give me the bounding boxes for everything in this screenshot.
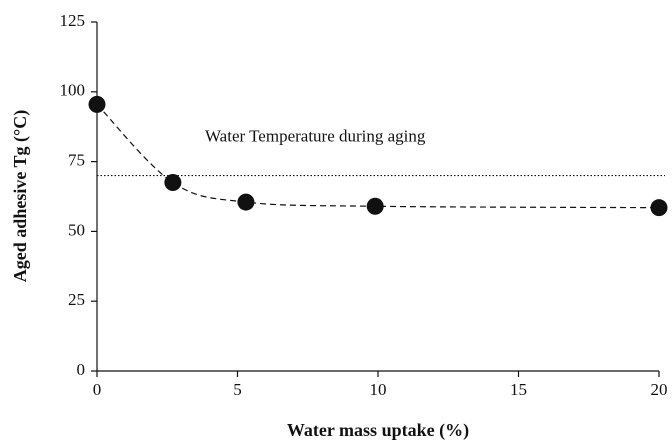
y-tick-label: 50 <box>68 220 85 239</box>
x-tick-label: 10 <box>370 380 387 399</box>
data-point <box>650 199 668 217</box>
data-point <box>237 193 255 211</box>
x-tick-label: 0 <box>93 380 102 399</box>
reference-label: Water Temperature during aging <box>205 126 426 145</box>
trend-line <box>96 103 660 209</box>
x-tick-label: 20 <box>651 380 668 399</box>
y-tick-label: 25 <box>68 290 85 309</box>
data-point <box>164 174 182 192</box>
y-tick-label: 75 <box>68 151 85 170</box>
x-axis-title: Water mass uptake (%) <box>287 420 469 441</box>
x-tick-label: 15 <box>510 380 527 399</box>
x-tick-label: 5 <box>233 380 242 399</box>
y-axis-title: Aged adhesive Tg (°C) <box>10 110 31 282</box>
data-point <box>366 197 384 215</box>
y-tick-label: 125 <box>60 11 86 30</box>
y-tick-label: 0 <box>77 360 86 379</box>
data-point <box>88 95 106 113</box>
y-tick-label: 100 <box>60 81 86 100</box>
